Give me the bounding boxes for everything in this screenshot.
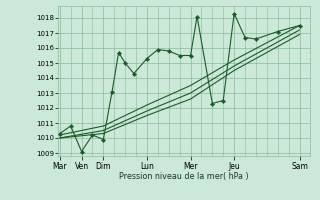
X-axis label: Pression niveau de la mer( hPa ): Pression niveau de la mer( hPa ) <box>119 172 249 181</box>
